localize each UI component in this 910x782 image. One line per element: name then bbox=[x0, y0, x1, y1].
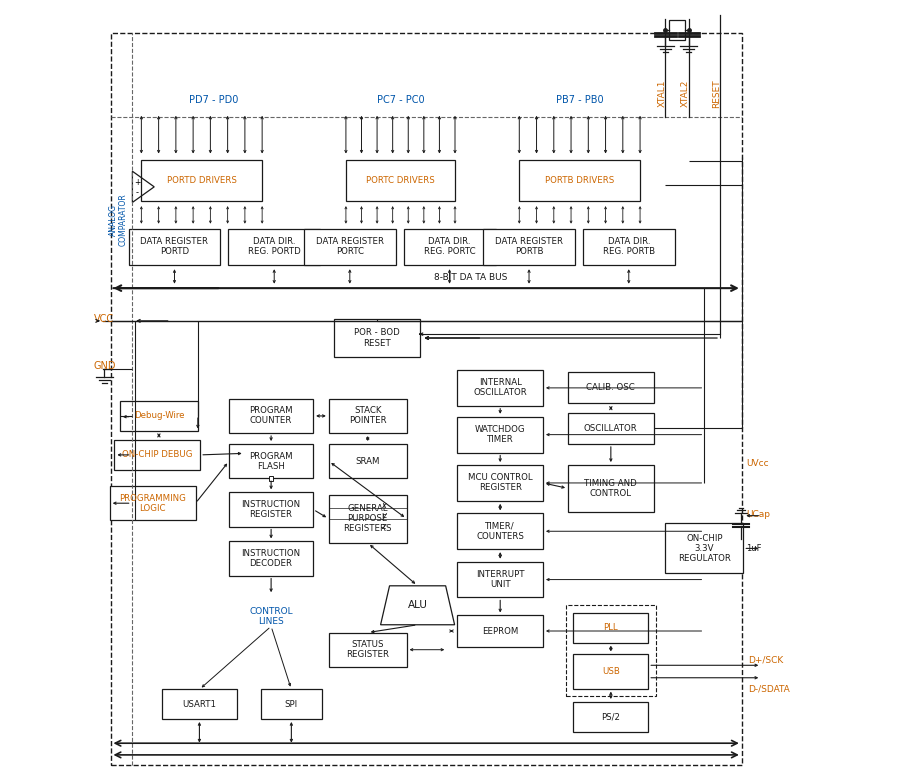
Text: PORTC DRIVERS: PORTC DRIVERS bbox=[366, 176, 435, 185]
Text: STACK
POINTER: STACK POINTER bbox=[349, 407, 387, 425]
Text: PROGRAMMING
LOGIC: PROGRAMMING LOGIC bbox=[119, 493, 187, 513]
Bar bbox=[115, 440, 200, 470]
Text: y: y bbox=[380, 511, 386, 520]
Bar bbox=[458, 615, 543, 647]
Text: INTERNAL
OSCILLATOR: INTERNAL OSCILLATOR bbox=[473, 378, 527, 397]
Text: DATA DIR.
REG. PORTB: DATA DIR. REG. PORTB bbox=[602, 237, 655, 256]
Text: UCap: UCap bbox=[746, 510, 771, 518]
Bar bbox=[458, 370, 543, 406]
Text: ON-CHIP
3.3V
REGULATOR: ON-CHIP 3.3V REGULATOR bbox=[678, 534, 731, 563]
Bar bbox=[568, 413, 653, 444]
Bar bbox=[520, 160, 640, 201]
Text: 8-BIT DA TA BUS: 8-BIT DA TA BUS bbox=[434, 273, 507, 282]
Text: CALIB. OSC: CALIB. OSC bbox=[586, 383, 635, 393]
Text: DATA DIR.
REG. PORTD: DATA DIR. REG. PORTD bbox=[248, 237, 300, 256]
Text: Debug-Wire: Debug-Wire bbox=[134, 411, 184, 421]
Text: DATA REGISTER
PORTB: DATA REGISTER PORTB bbox=[495, 237, 563, 256]
Bar bbox=[582, 229, 674, 265]
Text: PROGRAM
COUNTER: PROGRAM COUNTER bbox=[249, 407, 293, 425]
Bar bbox=[566, 605, 656, 697]
Text: SRAM: SRAM bbox=[356, 457, 380, 465]
Text: PORTD DRIVERS: PORTD DRIVERS bbox=[167, 176, 237, 185]
Text: z: z bbox=[381, 522, 386, 531]
Bar bbox=[346, 160, 455, 201]
Text: WATCHDOG
TIMER: WATCHDOG TIMER bbox=[475, 425, 525, 444]
Text: GND: GND bbox=[94, 361, 116, 371]
Text: TIMING AND
CONTROL: TIMING AND CONTROL bbox=[584, 479, 637, 498]
Bar bbox=[120, 401, 197, 431]
Text: POR - BOD
RESET: POR - BOD RESET bbox=[354, 328, 400, 347]
Bar bbox=[329, 444, 407, 479]
Text: SPI: SPI bbox=[285, 700, 298, 708]
Text: DATA REGISTER
PORTC: DATA REGISTER PORTC bbox=[316, 237, 384, 256]
Bar bbox=[261, 690, 322, 719]
Polygon shape bbox=[380, 586, 455, 625]
Bar bbox=[329, 399, 407, 433]
Text: D-/SDATA: D-/SDATA bbox=[748, 684, 790, 693]
Bar bbox=[229, 399, 313, 433]
Text: INSTRUCTION
REGISTER: INSTRUCTION REGISTER bbox=[241, 500, 300, 519]
Text: STATUS
REGISTER: STATUS REGISTER bbox=[346, 640, 389, 659]
Text: EEPROM: EEPROM bbox=[482, 626, 519, 636]
Text: PS/2: PS/2 bbox=[602, 712, 621, 721]
Text: MCU CONTROL
REGISTER: MCU CONTROL REGISTER bbox=[468, 473, 532, 493]
Bar bbox=[458, 513, 543, 549]
Text: ALU: ALU bbox=[408, 601, 428, 610]
Bar bbox=[229, 541, 313, 576]
Bar bbox=[329, 495, 407, 543]
Bar bbox=[573, 655, 648, 689]
Text: DATA DIR.
REG. PORTC: DATA DIR. REG. PORTC bbox=[424, 237, 475, 256]
Bar bbox=[568, 372, 653, 404]
Bar bbox=[141, 160, 262, 201]
Text: 1uF: 1uF bbox=[746, 544, 762, 553]
Text: PLL: PLL bbox=[603, 623, 618, 633]
Text: x: x bbox=[380, 500, 386, 510]
Bar bbox=[111, 33, 742, 765]
Bar bbox=[568, 465, 653, 511]
Bar bbox=[329, 633, 407, 667]
Text: PD7 - PD0: PD7 - PD0 bbox=[188, 95, 238, 106]
Bar bbox=[110, 486, 196, 520]
Bar bbox=[128, 229, 220, 265]
Bar bbox=[458, 417, 543, 453]
Bar bbox=[458, 561, 543, 597]
Text: XTAL1: XTAL1 bbox=[658, 79, 667, 107]
Text: INTERRUPT
UNIT: INTERRUPT UNIT bbox=[476, 570, 524, 589]
Bar bbox=[162, 690, 237, 719]
Text: ANALOG
COMPARATOR: ANALOG COMPARATOR bbox=[108, 193, 128, 246]
Text: -: - bbox=[136, 188, 138, 198]
Text: TIMER/
COUNTERS: TIMER/ COUNTERS bbox=[476, 522, 524, 541]
Text: D+/SCK: D+/SCK bbox=[748, 655, 784, 665]
Text: UVcc: UVcc bbox=[746, 459, 769, 468]
Bar bbox=[403, 229, 496, 265]
Text: PC7 - PC0: PC7 - PC0 bbox=[377, 95, 424, 106]
Bar bbox=[268, 476, 273, 481]
Text: INSTRUCTION
DECODER: INSTRUCTION DECODER bbox=[241, 549, 300, 568]
Bar bbox=[228, 229, 320, 265]
Text: USART1: USART1 bbox=[182, 700, 217, 708]
Text: GENERAL
PURPOSE
REGISTERS: GENERAL PURPOSE REGISTERS bbox=[343, 504, 392, 533]
Bar bbox=[669, 20, 685, 41]
Text: OSCILLATOR: OSCILLATOR bbox=[584, 424, 638, 433]
Bar bbox=[229, 493, 313, 526]
Bar bbox=[458, 465, 543, 500]
Text: PB7 - PB0: PB7 - PB0 bbox=[556, 95, 603, 106]
Text: CONTROL
LINES: CONTROL LINES bbox=[249, 607, 293, 626]
Text: PROGRAM
FLASH: PROGRAM FLASH bbox=[249, 452, 293, 471]
Bar bbox=[573, 613, 648, 643]
Bar bbox=[229, 444, 313, 479]
Bar bbox=[304, 229, 396, 265]
Text: USB: USB bbox=[602, 667, 620, 676]
Bar bbox=[573, 702, 648, 731]
Text: RESET: RESET bbox=[713, 79, 722, 108]
Bar bbox=[483, 229, 575, 265]
Text: +: + bbox=[134, 178, 140, 187]
Bar bbox=[334, 319, 420, 357]
Text: ON-CHIP DEBUG: ON-CHIP DEBUG bbox=[122, 450, 193, 459]
Text: DATA REGISTER
PORTD: DATA REGISTER PORTD bbox=[140, 237, 208, 256]
Bar bbox=[665, 523, 743, 573]
Text: VCC: VCC bbox=[94, 314, 114, 325]
Text: XTAL2: XTAL2 bbox=[682, 79, 690, 106]
Text: PORTB DRIVERS: PORTB DRIVERS bbox=[545, 176, 614, 185]
